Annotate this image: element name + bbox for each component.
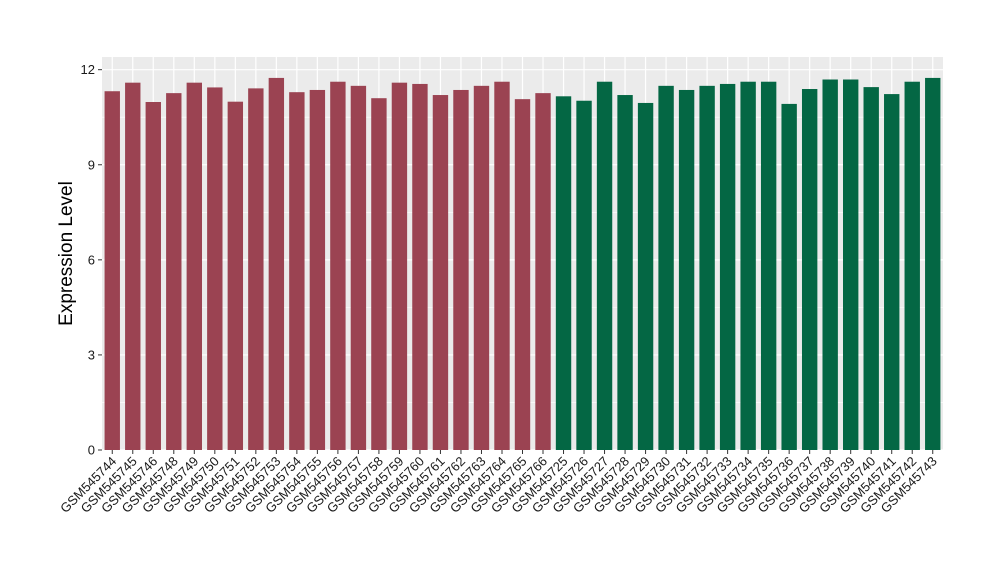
bar-GSM545730 [658,85,674,450]
bar-GSM545755 [309,89,326,450]
y-tick-label: 6 [88,252,95,267]
bar-GSM545740 [863,87,879,450]
y-axis-label: Expression Level [56,181,77,326]
bar-GSM545758 [371,98,387,451]
bar-GSM545729 [637,102,654,451]
bars [104,77,941,451]
bar-GSM545726 [576,100,592,451]
bar-GSM545742 [904,81,920,450]
bar-GSM545746 [145,102,161,451]
bar-GSM545748 [166,93,182,450]
bar-GSM545744 [104,91,120,450]
bar-GSM545765 [514,99,531,451]
bar-GSM545759 [391,82,408,450]
bar-GSM545727 [596,81,613,450]
bar-GSM545757 [350,85,367,450]
bar-GSM545761 [432,95,449,450]
bar-GSM545753 [268,77,285,451]
bar-GSM545732 [699,85,715,450]
bar-GSM545756 [330,81,346,450]
bar-GSM545738 [822,79,838,451]
x-axis: GSM545744GSM545745GSM545746GSM545748GSM5… [57,450,940,516]
bar-GSM545743 [925,77,941,451]
bar-GSM545733 [719,83,736,450]
bar-GSM545763 [473,85,490,450]
bar-GSM545749 [186,82,202,450]
y-tick-label: 0 [88,443,95,458]
bar-GSM545762 [453,89,469,450]
bar-GSM545766 [535,93,551,450]
bar-GSM545751 [227,101,244,451]
y-tick-label: 3 [88,347,95,362]
y-tick-label: 9 [88,157,95,172]
bar-GSM545737 [801,89,818,450]
bar-GSM545728 [617,95,633,450]
bar-GSM545750 [207,87,223,450]
bar-GSM545741 [884,94,900,450]
bar-GSM545725 [555,96,572,451]
y-tick-label: 12 [81,62,95,77]
bar-GSM545735 [760,81,777,450]
bar-GSM545745 [125,82,141,450]
bar-GSM545764 [494,81,510,450]
y-axis: 0 3 6 9 12 [81,62,102,458]
bar-GSM545760 [412,83,428,450]
bar-GSM545736 [781,103,797,451]
bar-GSM545752 [248,88,264,450]
bar-GSM545734 [740,81,756,450]
bar-GSM545754 [289,92,305,450]
bar-GSM545739 [843,79,859,451]
bar-GSM545731 [678,89,695,450]
